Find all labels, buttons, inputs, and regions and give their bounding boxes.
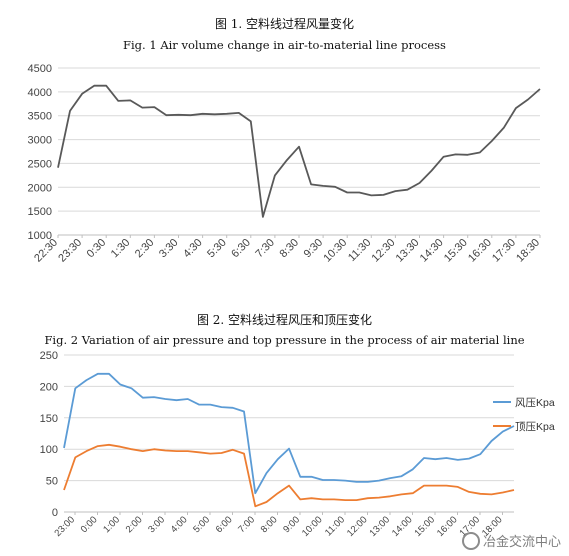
y-tick-label: 250 bbox=[40, 350, 58, 362]
series-line-1 bbox=[63, 372, 515, 495]
x-tick-label: 6:00 bbox=[214, 514, 235, 535]
y-tick-label: 1500 bbox=[28, 206, 52, 218]
y-tick-label: 150 bbox=[40, 413, 58, 425]
x-tick-label: 13:30 bbox=[394, 237, 422, 265]
x-tick-label: 7:30 bbox=[253, 237, 277, 261]
y-tick-label: 4000 bbox=[28, 87, 52, 99]
series-line-1 bbox=[57, 84, 541, 218]
x-tick-label: 1:00 bbox=[101, 514, 122, 535]
x-tick-label: 15:00 bbox=[413, 514, 438, 539]
x-tick-label: 16:30 bbox=[466, 237, 494, 265]
x-tick-label: 9:00 bbox=[281, 514, 302, 535]
x-tick-label: 10:30 bbox=[321, 237, 349, 265]
chart1-title: 图 1. 空料线过程风量变化 bbox=[214, 17, 355, 31]
watermark-logo-icon bbox=[461, 532, 480, 550]
x-tick-label: 2:30 bbox=[133, 237, 157, 261]
x-tick-label: 13:00 bbox=[368, 514, 393, 539]
x-tick-label: 18:30 bbox=[514, 237, 542, 265]
y-tick-label: 50 bbox=[46, 476, 58, 488]
x-tick-label: 5:00 bbox=[191, 514, 212, 535]
x-tick-label: 1:30 bbox=[109, 237, 133, 261]
x-tick-label: 5:30 bbox=[205, 237, 229, 261]
x-tick-label: 14:00 bbox=[390, 514, 415, 539]
y-tick-label: 3500 bbox=[28, 111, 52, 123]
x-tick-label: 0:00 bbox=[79, 514, 100, 535]
x-tick-label: 11:30 bbox=[346, 237, 373, 264]
x-tick-label: 8:30 bbox=[277, 237, 301, 261]
x-tick-label: 14:30 bbox=[418, 237, 446, 265]
y-tick-label: 1000 bbox=[28, 230, 52, 242]
x-tick-label: 12:30 bbox=[370, 237, 398, 265]
x-tick-label: 15:30 bbox=[442, 237, 470, 265]
x-tick-label: 7:00 bbox=[236, 514, 257, 535]
y-tick-label: 4500 bbox=[28, 63, 52, 75]
x-tick-label: 12:00 bbox=[345, 514, 370, 539]
chart1-subtitle: Fig. 1 Air volume change in air-to-mater… bbox=[123, 38, 446, 52]
x-tick-label: 2:00 bbox=[124, 514, 145, 535]
x-tick-label: 8:00 bbox=[259, 514, 280, 535]
x-tick-label: 3:00 bbox=[146, 514, 167, 535]
x-tick-label: 17:30 bbox=[490, 237, 518, 265]
chart2-title: 图 2. 空料线过程风压和顶压变化 bbox=[196, 313, 373, 327]
x-tick-label: 11:00 bbox=[323, 514, 347, 538]
watermark-text: 冶金交流中心 bbox=[482, 535, 561, 550]
y-tick-label: 200 bbox=[40, 381, 58, 393]
legend-label: 顶压Kpa bbox=[515, 421, 555, 433]
x-tick-label: 0:30 bbox=[85, 237, 109, 261]
chart2-subtitle: Fig. 2 Variation of air pressure and top… bbox=[44, 333, 525, 347]
x-tick-label: 6:30 bbox=[229, 237, 253, 261]
x-tick-label: 10:00 bbox=[300, 514, 325, 539]
x-tick-label: 16:00 bbox=[435, 514, 460, 539]
x-tick-label: 3:30 bbox=[157, 237, 181, 261]
x-tick-label: 4:00 bbox=[169, 514, 190, 535]
y-tick-label: 2000 bbox=[28, 182, 52, 194]
x-tick-label: 23:30 bbox=[56, 237, 84, 265]
y-tick-label: 100 bbox=[40, 444, 58, 456]
series-line-2 bbox=[63, 443, 515, 508]
x-tick-label: 4:30 bbox=[181, 237, 205, 261]
y-tick-label: 2500 bbox=[28, 158, 52, 170]
y-tick-label: 3000 bbox=[28, 135, 52, 147]
legend-label: 风压Kpa bbox=[515, 397, 555, 409]
chart1: 1000150020002500300035004000450022:3023:… bbox=[28, 63, 543, 265]
watermark: 冶金交流中心 bbox=[461, 531, 561, 550]
y-tick-label: 0 bbox=[52, 507, 58, 519]
